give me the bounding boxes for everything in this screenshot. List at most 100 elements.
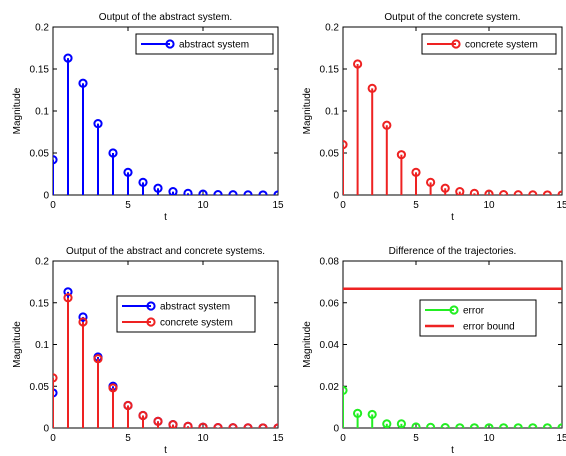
stem-marker bbox=[78, 312, 88, 322]
stem-marker bbox=[343, 385, 348, 396]
stem-marker bbox=[273, 190, 278, 195]
stem-marker bbox=[198, 422, 208, 428]
legend: abstract system concrete system bbox=[116, 295, 256, 333]
stem-marker bbox=[63, 293, 73, 303]
stem-marker bbox=[78, 317, 88, 327]
x-tick-label: 10 bbox=[197, 200, 209, 211]
y-tick-label: 0.15 bbox=[320, 65, 340, 76]
y-tick-label: 0 bbox=[333, 424, 339, 435]
stem-marker bbox=[367, 83, 377, 93]
stem-marker bbox=[426, 422, 436, 428]
legend-box bbox=[116, 295, 256, 333]
stem-marker bbox=[353, 408, 363, 418]
axes-frame bbox=[52, 260, 279, 429]
stem-marker bbox=[411, 167, 421, 177]
stem-marker bbox=[53, 373, 58, 383]
stem-marker bbox=[243, 190, 253, 195]
x-tick-label: 10 bbox=[483, 200, 495, 211]
stem-marker bbox=[513, 190, 523, 195]
stem-marker bbox=[455, 423, 465, 428]
stem-marker bbox=[153, 416, 163, 426]
x-tick-label: 5 bbox=[125, 200, 131, 211]
y-tick-label: 0.15 bbox=[30, 298, 50, 309]
legend-entry: error bound bbox=[425, 322, 515, 333]
legend-box bbox=[419, 299, 537, 337]
legend-entry: concrete system bbox=[427, 39, 538, 51]
stem-marker bbox=[382, 120, 392, 130]
stem-marker bbox=[484, 189, 494, 195]
stem-marker bbox=[153, 183, 163, 193]
y-tick-label: 0.1 bbox=[35, 340, 49, 351]
stem-marker bbox=[367, 409, 377, 420]
stem-marker bbox=[353, 59, 363, 69]
stem-marker bbox=[557, 423, 562, 428]
y-axis-label: Magnitude bbox=[302, 87, 313, 134]
chart-title: Output of the abstract system. bbox=[99, 12, 232, 23]
legend-marker bbox=[165, 39, 175, 49]
chart-panel-4: Difference of the trajectories. Magnitude… bbox=[302, 246, 566, 456]
x-axis-label: t bbox=[451, 212, 454, 223]
stem-marker bbox=[183, 188, 193, 195]
y-tick-label: 0.04 bbox=[320, 340, 340, 351]
stem-marker bbox=[542, 423, 552, 428]
legend: error error bound bbox=[419, 299, 537, 337]
x-tick-label: 0 bbox=[50, 433, 56, 444]
y-tick-label: 0.05 bbox=[320, 149, 340, 160]
y-axis-label: Magnitude bbox=[302, 321, 313, 368]
y-tick-label: 0.08 bbox=[320, 257, 340, 268]
stem-marker bbox=[123, 400, 133, 411]
y-tick-label: 0.1 bbox=[325, 107, 339, 118]
stem-marker bbox=[123, 167, 133, 177]
legend-label: concrete system bbox=[160, 318, 233, 329]
legend-box bbox=[421, 33, 557, 55]
stem-marker bbox=[469, 188, 479, 195]
x-tick-label: 15 bbox=[556, 433, 566, 444]
chart-title: Output of the abstract and concrete syst… bbox=[66, 246, 265, 257]
plot-area bbox=[343, 59, 562, 195]
chart-title: Output of the concrete system. bbox=[384, 12, 520, 23]
stem-marker bbox=[440, 422, 450, 428]
axes-frame bbox=[342, 260, 563, 429]
y-tick-label: 0.06 bbox=[320, 298, 340, 309]
chart-panel-3: Output of the abstract and concrete syst… bbox=[12, 246, 284, 456]
legend-entry: abstract system bbox=[141, 39, 249, 51]
stem-marker bbox=[528, 190, 538, 195]
plot-area bbox=[53, 53, 278, 195]
series-error bbox=[343, 385, 562, 428]
x-tick-label: 0 bbox=[50, 200, 56, 211]
stem-marker bbox=[513, 423, 523, 428]
y-tick-label: 0.05 bbox=[30, 149, 50, 160]
stem-marker bbox=[499, 423, 509, 428]
legend-label: error bbox=[463, 306, 485, 317]
stem-marker bbox=[542, 190, 552, 195]
x-tick-label: 5 bbox=[413, 433, 419, 444]
chart-panel-2: Output of the concrete system. Magnitude t… bbox=[302, 12, 566, 223]
stem-marker bbox=[168, 187, 178, 195]
chart-panel-1: Output of the abstract system. Magnitude t… bbox=[12, 12, 284, 223]
legend-marker bbox=[146, 317, 156, 327]
y-tick-label: 0 bbox=[43, 191, 49, 202]
legend-marker bbox=[449, 305, 459, 315]
x-tick-label: 0 bbox=[340, 200, 346, 211]
stem-marker bbox=[499, 189, 509, 195]
stem-marker bbox=[258, 423, 268, 428]
stem-marker bbox=[484, 423, 494, 428]
stem-marker bbox=[528, 423, 538, 428]
legend-box bbox=[135, 33, 274, 55]
legend-label: abstract system bbox=[160, 302, 230, 313]
stem-marker bbox=[273, 423, 278, 428]
legend: concrete system bbox=[421, 33, 557, 55]
stem-marker bbox=[382, 419, 392, 428]
y-axis-label: Magnitude bbox=[12, 87, 23, 134]
axes-frame bbox=[52, 26, 279, 196]
x-tick-label: 15 bbox=[556, 200, 566, 211]
legend-label: abstract system bbox=[179, 40, 249, 51]
x-tick-label: 15 bbox=[272, 433, 284, 444]
legend-entry: abstract system bbox=[122, 301, 230, 313]
stem-marker bbox=[213, 422, 223, 428]
legend-entry: concrete system bbox=[122, 317, 233, 329]
y-tick-label: 0 bbox=[333, 191, 339, 202]
stem-marker bbox=[138, 410, 148, 421]
legend-label: error bound bbox=[463, 322, 515, 333]
